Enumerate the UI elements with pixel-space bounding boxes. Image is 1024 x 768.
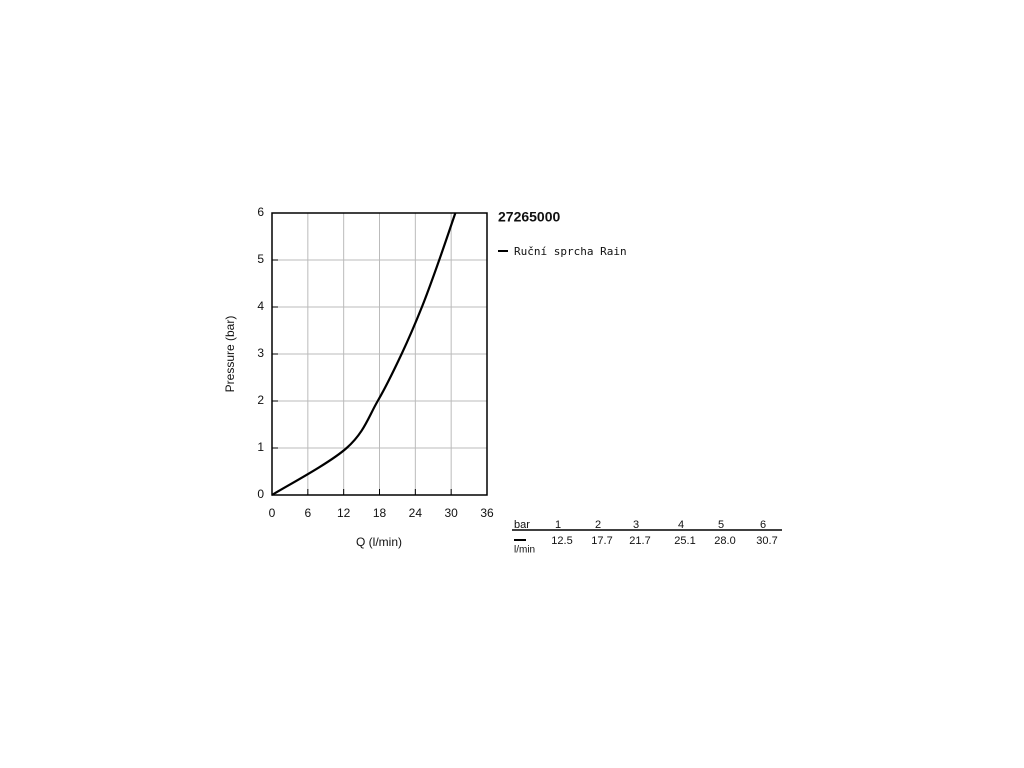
y-tick-label: 4 xyxy=(257,299,264,313)
x-tick-label: 0 xyxy=(269,506,276,520)
table-flow: 25.1 xyxy=(674,535,695,547)
table-flow: 17.7 xyxy=(591,535,612,547)
y-tick-label: 6 xyxy=(257,205,264,219)
y-tick-label: 1 xyxy=(257,440,264,454)
table-row-label: l/min xyxy=(514,545,535,556)
table-header-label: bar xyxy=(514,519,530,531)
plot-frame xyxy=(271,212,488,496)
x-tick-label: 24 xyxy=(409,506,423,520)
x-tick-label: 36 xyxy=(480,506,494,520)
table-pressure: 3 xyxy=(633,519,639,531)
chart-title: 27265000 xyxy=(498,209,561,225)
table-pressure: 1 xyxy=(555,519,561,531)
x-tick-label: 30 xyxy=(444,506,458,520)
table-pressure: 5 xyxy=(718,519,724,531)
table-flow: 28.0 xyxy=(714,535,735,547)
y-axis-label: Pressure (bar) xyxy=(223,316,237,393)
table-flow: 30.7 xyxy=(756,535,777,547)
y-tick-label: 5 xyxy=(257,252,264,266)
y-tick-label: 3 xyxy=(257,346,264,360)
table-pressure: 4 xyxy=(678,519,684,531)
x-axis-label: Q (l/min) xyxy=(356,535,402,549)
table-pressure: 6 xyxy=(760,519,766,531)
table-flow: 12.5 xyxy=(551,535,572,547)
y-tick-label: 0 xyxy=(257,487,264,501)
y-tick-label: 2 xyxy=(257,393,264,407)
table-pressure: 2 xyxy=(595,519,601,531)
data-line xyxy=(271,212,457,496)
x-tick-label: 6 xyxy=(304,506,311,520)
legend-label: Ruční sprcha Rain xyxy=(514,245,627,258)
table-flow: 21.7 xyxy=(629,535,650,547)
x-tick-label: 18 xyxy=(373,506,387,520)
x-tick-label: 12 xyxy=(337,506,351,520)
